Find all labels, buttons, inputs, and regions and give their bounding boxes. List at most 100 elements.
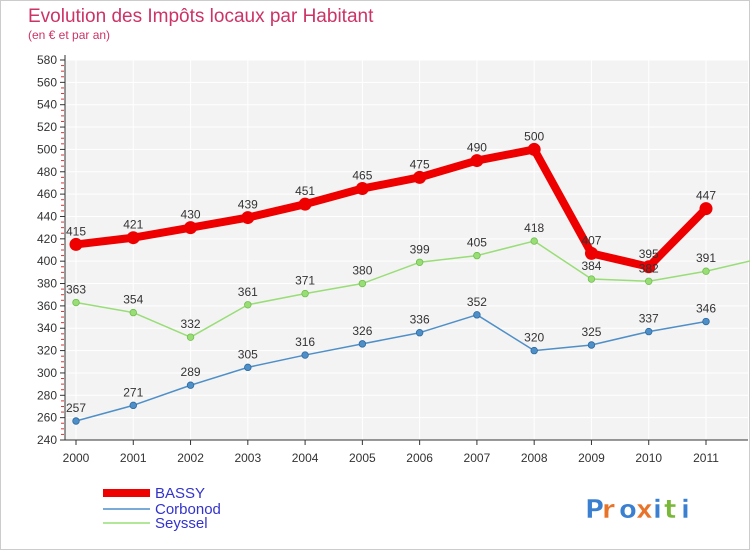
- point-bassy-2009: [584, 246, 598, 260]
- x-tick-label-2007: 2007: [464, 451, 491, 465]
- point-bassy-2001: [126, 231, 140, 245]
- data-label-bassy-2010: 395: [639, 247, 659, 261]
- point-seyssel-2009: [587, 275, 596, 283]
- data-label-bassy-2007: 490: [467, 141, 487, 155]
- y-tick-label-340: 340: [37, 321, 57, 335]
- data-label-corbonod-2006: 336: [410, 313, 430, 327]
- data-label-corbonod-2010: 337: [639, 312, 659, 326]
- y-tick-label-300: 300: [37, 366, 57, 380]
- point-corbonod-2009: [587, 341, 596, 349]
- point-corbonod-2010: [645, 327, 653, 336]
- point-corbonod-2007: [473, 311, 481, 319]
- data-label-seyssel-2003: 361: [238, 285, 258, 299]
- logo-letter: r: [602, 495, 615, 525]
- point-seyssel-2004: [301, 289, 309, 298]
- y-tick-label-360: 360: [37, 299, 57, 313]
- logo-letter: i: [653, 495, 662, 525]
- point-corbonod-2001: [129, 401, 137, 410]
- y-axis-ticks: 240 260 280 300 320 340 360 380 400 420 440 460 480 5…: [37, 53, 65, 447]
- chart-title: Evolution des Impôts locaux par Habitant: [28, 6, 374, 27]
- legend-label-corbonod: Corbonod: [155, 501, 221, 518]
- x-tick-label-2011: 2011: [693, 451, 719, 465]
- axes: [61, 55, 748, 441]
- data-label-corbonod-2009: 325: [581, 325, 601, 339]
- point-bassy-2003: [241, 211, 255, 225]
- data-label-seyssel-2006: 399: [410, 242, 430, 256]
- point-corbonod-2004: [301, 351, 309, 359]
- legend-label-seyssel: Seyssel: [155, 515, 208, 532]
- point-bassy-2006: [413, 170, 427, 184]
- series-layer: [69, 142, 750, 425]
- data-label-seyssel-2000: 363: [66, 283, 86, 297]
- point-bassy-2008: [527, 142, 541, 156]
- data-label-bassy-2000: 415: [66, 224, 86, 238]
- x-tick-label-2006: 2006: [406, 451, 433, 465]
- data-label-seyssel-2010: 382: [639, 261, 659, 275]
- data-label-bassy-2004: 451: [295, 184, 315, 198]
- data-label-bassy-2009: 407: [581, 233, 601, 247]
- point-corbonod-2002: [186, 381, 195, 389]
- legend-label-bassy: BASSY: [155, 485, 205, 502]
- data-label-bassy-2001: 421: [123, 218, 143, 232]
- point-bassy-2000: [69, 237, 83, 251]
- data-label-seyssel-2001: 354: [123, 293, 143, 307]
- logo-letter: P: [585, 495, 604, 525]
- data-label-corbonod-2005: 326: [352, 324, 372, 338]
- data-label-bassy-2005: 465: [352, 169, 372, 183]
- data-label-corbonod-2003: 305: [238, 347, 258, 361]
- data-label-seyssel-2007: 405: [467, 236, 487, 250]
- data-label-corbonod-2001: 271: [123, 385, 143, 399]
- legend: BASSY Corbonod Seyssel: [103, 485, 221, 532]
- point-corbonod-2003: [244, 363, 252, 372]
- data-label-corbonod-2002: 289: [181, 365, 201, 379]
- data-label-seyssel-2009: 384: [581, 259, 601, 273]
- data-label-bassy-2006: 475: [410, 157, 430, 171]
- point-seyssel-2010: [645, 277, 653, 285]
- data-labels: 363 354 332 361 371 380 399 405 418 384 382 391 257 2…: [66, 129, 716, 415]
- series-seyssel: [72, 237, 750, 341]
- y-tick-label-260: 260: [37, 411, 57, 425]
- point-seyssel-2011: [702, 267, 710, 275]
- point-seyssel-2001: [129, 308, 137, 317]
- point-bassy-2010: [642, 260, 656, 274]
- x-axis-ticks: 2000 2001 2002 2003 2004 2005 2006 2007 2008 2009…: [63, 440, 719, 465]
- point-corbonod-2006: [415, 329, 424, 337]
- series-bassy: [69, 142, 713, 274]
- proxiti-logo: Pr o x i t i: [585, 495, 691, 526]
- data-label-bassy-2003: 439: [238, 198, 258, 212]
- x-tick-label-2008: 2008: [521, 451, 548, 465]
- data-label-bassy-2002: 430: [181, 208, 201, 222]
- y-tick-label-280: 280: [37, 388, 57, 402]
- series-line-corbonod: [75, 314, 707, 422]
- y-tick-label-520: 520: [37, 120, 57, 134]
- point-seyssel-2005: [358, 279, 367, 288]
- x-tick-label-2003: 2003: [234, 451, 261, 465]
- series-line-bassy: [72, 145, 710, 271]
- data-label-seyssel-2008: 418: [524, 221, 544, 235]
- data-label-seyssel-2011: 391: [696, 251, 716, 265]
- series-corbonod: [72, 311, 710, 425]
- point-corbonod-2000: [72, 417, 80, 425]
- point-bassy-2007: [470, 154, 484, 168]
- point-bassy-2005: [355, 182, 369, 196]
- x-tick-label-2005: 2005: [349, 451, 376, 465]
- point-corbonod-2011: [702, 317, 710, 326]
- y-tick-label-580: 580: [37, 53, 57, 67]
- point-seyssel-2007: [473, 251, 481, 260]
- logo-letter: o: [619, 495, 637, 525]
- point-bassy-2002: [184, 221, 198, 235]
- x-tick-label-2004: 2004: [292, 451, 319, 465]
- grid-lines: [65, 59, 748, 441]
- data-label-corbonod-2007: 352: [467, 295, 487, 309]
- data-label-corbonod-2004: 316: [295, 335, 315, 349]
- y-tick-label-240: 240: [37, 433, 57, 447]
- data-label-bassy-2008: 500: [524, 129, 544, 143]
- point-bassy-2004: [298, 197, 312, 211]
- data-label-corbonod-2011: 346: [696, 302, 716, 316]
- y-tick-label-500: 500: [37, 142, 57, 156]
- x-tick-label-2009: 2009: [578, 451, 605, 465]
- point-seyssel-2006: [415, 258, 424, 266]
- y-tick-label-320: 320: [37, 344, 57, 358]
- data-label-corbonod-2000: 257: [66, 401, 86, 415]
